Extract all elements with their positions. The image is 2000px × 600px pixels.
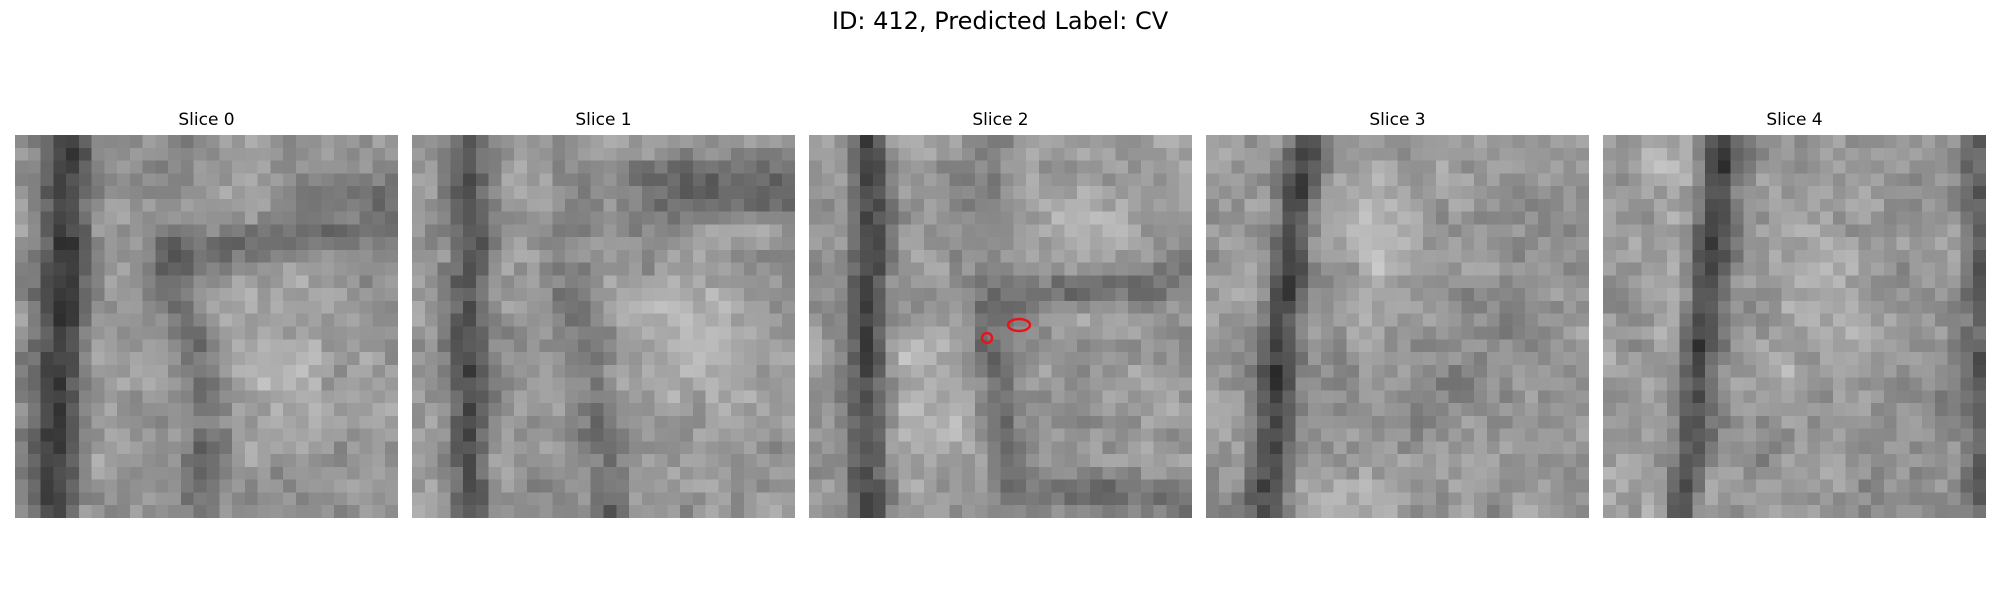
slice-image-3 (1206, 135, 1589, 518)
slice-title-3: Slice 3 (1369, 110, 1426, 130)
slice-image-2 (809, 135, 1192, 518)
slice-image-1 (412, 135, 795, 518)
slice-title-0: Slice 0 (178, 110, 235, 130)
slice-title-1: Slice 1 (575, 110, 632, 130)
slice-title-2: Slice 2 (972, 110, 1029, 130)
detection-marker-small (980, 331, 994, 345)
slice-image-4 (1603, 135, 1986, 518)
detection-marker-large (1006, 317, 1032, 333)
figure-title: ID: 412, Predicted Label: CV (831, 7, 1169, 35)
slice-image-0 (15, 135, 398, 518)
slice-title-4: Slice 4 (1766, 110, 1823, 130)
